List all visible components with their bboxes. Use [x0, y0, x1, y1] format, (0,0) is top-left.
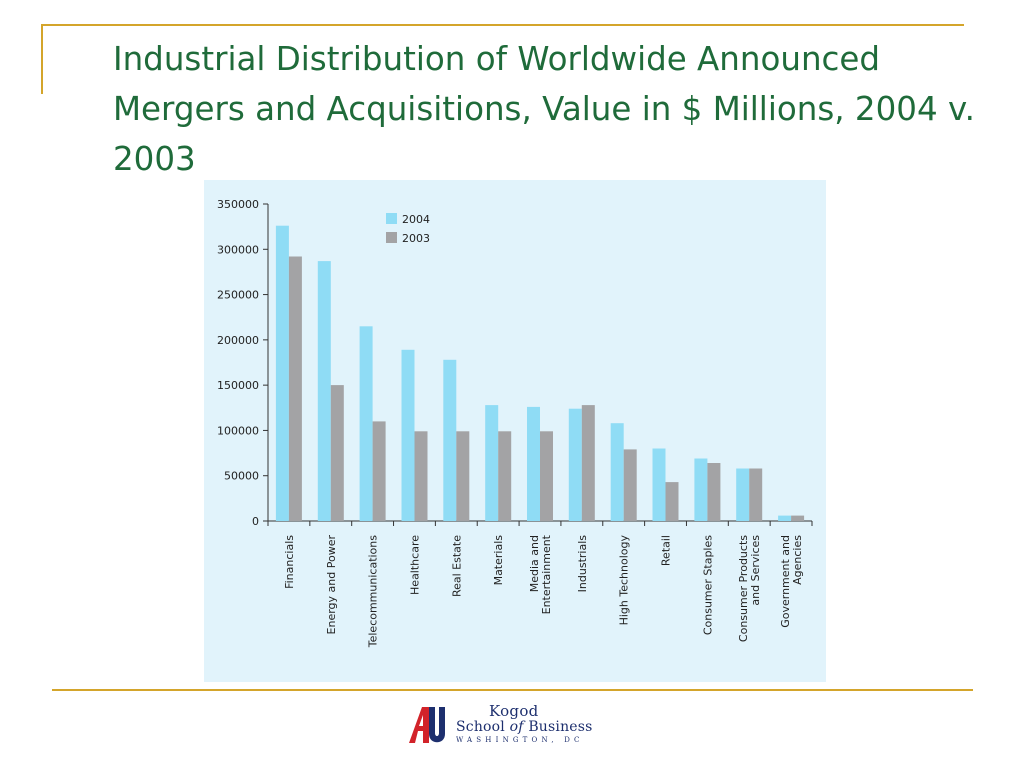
- left-rule: [41, 24, 43, 94]
- y-tick-label: 100000: [217, 424, 259, 437]
- x-category-label: Telecommunications: [367, 535, 380, 649]
- x-category-label: High Technology: [618, 535, 631, 626]
- bar-2003: [498, 431, 512, 521]
- legend-label: 2003: [402, 232, 430, 245]
- legend-label: 2004: [402, 213, 430, 226]
- bar-chart: 350000 300000 250000 200000 150000 100000 5000…: [217, 198, 813, 649]
- bar-2003: [456, 431, 470, 521]
- x-category-label: Government and: [779, 535, 792, 628]
- bar-2003: [707, 463, 721, 521]
- bar-2004: [568, 408, 582, 521]
- x-category-label: Healthcare: [409, 535, 422, 595]
- x-category-label: Consumer Staples: [701, 535, 714, 635]
- x-category-label: Retail: [660, 535, 673, 566]
- top-rule: [41, 24, 964, 26]
- legend-swatch-2003: [386, 232, 397, 243]
- bar-2003: [623, 449, 637, 521]
- bar-2004: [485, 405, 499, 521]
- bar-2003: [581, 405, 595, 521]
- bar-2003: [665, 482, 679, 521]
- x-category-label: Media and: [528, 535, 541, 592]
- bar-2004: [275, 225, 289, 521]
- bar-2004: [359, 326, 373, 521]
- x-category-label: Financials: [283, 535, 296, 589]
- bar-2003: [540, 431, 553, 521]
- bar-2003: [414, 431, 428, 521]
- legend-swatch-2004: [386, 213, 397, 224]
- x-category-label: Real Estate: [450, 535, 463, 597]
- bar-2003: [330, 385, 344, 521]
- x-category-label: Energy and Power: [325, 535, 338, 635]
- bar-2004: [443, 359, 457, 521]
- bottom-rule: [52, 689, 973, 691]
- logo-kogod: Kogod: [489, 702, 539, 720]
- logo-location: WASHINGTON, DC: [456, 736, 584, 744]
- bar-2004: [401, 349, 415, 521]
- x-category-label: Materials: [492, 535, 505, 586]
- y-tick-label: 300000: [217, 243, 259, 256]
- bar-2004: [527, 406, 540, 521]
- x-category-label: Industrials: [576, 535, 589, 593]
- bar-2003: [372, 421, 386, 521]
- bar-2004: [610, 423, 624, 521]
- bar-2004: [317, 261, 331, 521]
- y-tick-label: 50000: [224, 470, 259, 483]
- logo-school-of-business: School of Business: [456, 719, 593, 735]
- bar-2003: [791, 515, 805, 521]
- y-tick-label: 0: [252, 515, 259, 528]
- bar-2004: [652, 448, 666, 521]
- slide-title: Industrial Distribution of Worldwide Ann…: [113, 40, 976, 178]
- kogod-logo: Kogod School of Business WASHINGTON, DC: [406, 703, 626, 751]
- bar-2004: [736, 468, 750, 521]
- chart-panel: 350000 300000 250000 200000 150000 100000 5000…: [204, 180, 826, 682]
- bar-2003: [749, 468, 763, 521]
- x-category-label: Entertainment: [540, 534, 553, 614]
- x-category-label: Agencies: [791, 535, 804, 585]
- bar-2004: [694, 458, 708, 521]
- x-category-label: and Services: [749, 535, 762, 606]
- y-tick-label: 200000: [217, 334, 259, 347]
- x-category-label: Consumer Products: [737, 535, 750, 642]
- y-tick-label: 150000: [217, 379, 259, 392]
- american-university-au-icon: [406, 703, 448, 747]
- y-tick-label: 350000: [217, 198, 259, 211]
- bar-2004: [778, 515, 792, 521]
- y-tick-label: 250000: [217, 289, 259, 302]
- bar-2003: [288, 256, 302, 521]
